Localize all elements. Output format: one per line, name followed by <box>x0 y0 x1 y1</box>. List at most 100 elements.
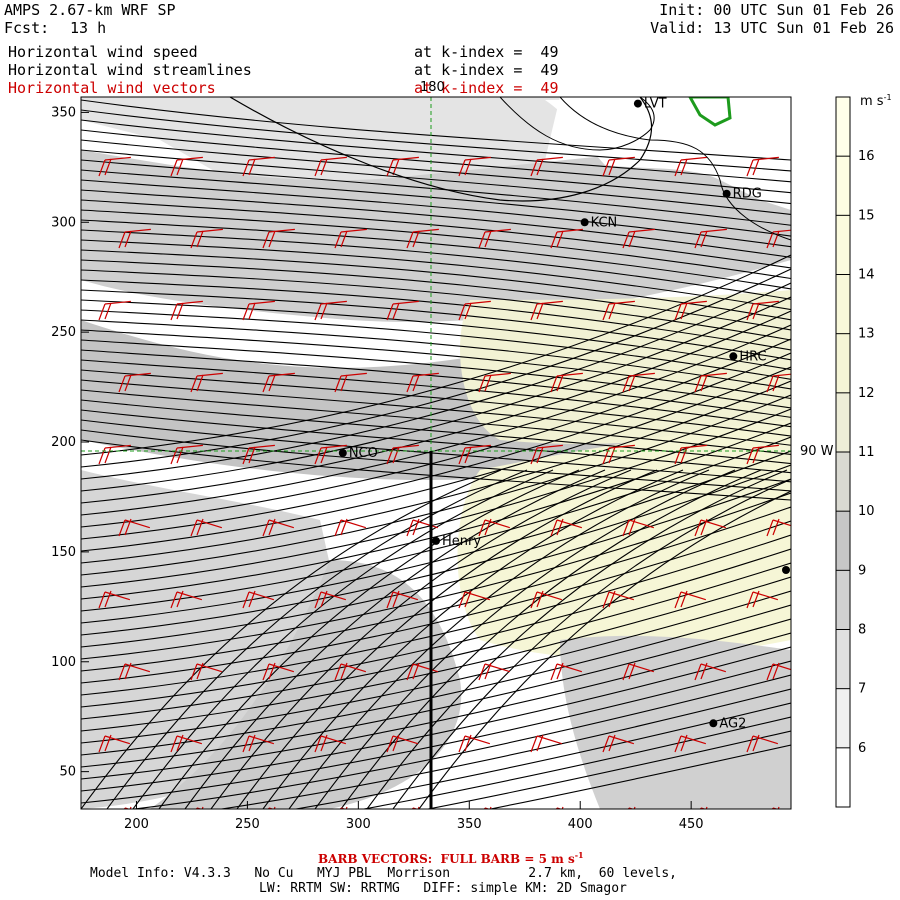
colorbar-label: 15 <box>858 208 875 223</box>
barb-flag <box>242 303 250 321</box>
barb-flag <box>104 590 112 608</box>
barb-flag <box>746 159 754 177</box>
barb-shaft <box>700 228 727 233</box>
streamline <box>81 349 791 418</box>
barb-flag <box>700 662 708 680</box>
barb-flag <box>622 519 630 537</box>
x-axis-ticks: 200 250 300 350 400 450 <box>124 801 704 832</box>
barb-flag <box>170 735 178 753</box>
barb-flag <box>771 807 774 809</box>
layer-level-speed: at k-index = 49 <box>414 43 559 61</box>
x-tick-label: 300 <box>346 817 371 832</box>
barb-flag <box>118 519 126 537</box>
streamline <box>81 329 791 400</box>
barb-shaft <box>104 735 131 745</box>
parallel-label: 90 W <box>800 444 834 459</box>
streamline <box>366 469 788 809</box>
streamline <box>81 646 791 792</box>
barb-flag <box>320 446 328 464</box>
streamline <box>288 469 710 809</box>
barb-flag <box>190 375 198 393</box>
station-label: NCO <box>349 446 378 461</box>
barb-flag <box>556 518 564 536</box>
barb-flag <box>536 302 544 320</box>
barb-flag <box>340 662 348 680</box>
barb-flag <box>314 735 322 753</box>
barb-shaft <box>124 372 151 377</box>
y-tick-label: 250 <box>51 325 76 340</box>
barb-flag <box>334 231 342 249</box>
barb-flag <box>314 159 322 177</box>
streamline <box>81 189 791 258</box>
streamline <box>81 352 791 540</box>
colorbar-label: 14 <box>858 268 875 283</box>
valid-time: Valid: 13 UTC Sun 01 Feb 26 <box>650 19 894 37</box>
barb-flag <box>248 302 256 320</box>
streamline <box>81 129 791 194</box>
barb-shaft <box>700 519 727 529</box>
streamline <box>418 490 791 809</box>
barb-shaft <box>628 228 655 233</box>
barb-shaft <box>320 591 347 601</box>
layer-level-streamlines: at k-index = 49 <box>414 61 559 79</box>
x-tick-label: 400 <box>568 817 593 832</box>
barb-flag <box>680 590 688 608</box>
barb-flag <box>406 231 414 249</box>
barb-flag <box>478 375 486 393</box>
barb-shaft <box>392 300 419 305</box>
streamline <box>81 282 791 480</box>
barb-shaft <box>268 519 295 529</box>
barb-flag <box>190 663 198 681</box>
barb-flag <box>176 734 184 752</box>
barb-flag <box>752 158 760 176</box>
streamline <box>218 688 791 809</box>
barb-flag <box>484 518 492 536</box>
barb-shaft <box>176 735 203 745</box>
barb-shaft <box>772 519 791 527</box>
streamline <box>81 492 791 660</box>
barb-flag <box>411 807 414 809</box>
barb-shaft <box>484 519 511 529</box>
barb-shaft <box>752 444 779 449</box>
barb-flag <box>104 158 112 176</box>
barb-flag <box>262 519 270 537</box>
colorbar-band <box>836 511 850 571</box>
barb-shaft <box>752 300 779 305</box>
barb-flag <box>392 446 400 464</box>
barb-shaft <box>412 663 439 673</box>
barb-shaft <box>464 735 491 745</box>
streamline <box>81 369 791 437</box>
barb-flag <box>536 158 544 176</box>
barb-flag <box>772 662 780 680</box>
barb-shaft <box>392 156 419 161</box>
barb-flag <box>680 446 688 464</box>
streamline <box>81 119 791 183</box>
barb-shaft <box>556 519 583 529</box>
streamline <box>158 469 580 809</box>
barb-flag <box>406 663 414 681</box>
barb-shaft <box>752 156 779 161</box>
streamline <box>81 249 791 321</box>
barb-flag <box>772 518 780 536</box>
model-info: Model Info: V4.3.3 No Cu MYJ PBL Morriso… <box>90 866 677 881</box>
streamline <box>425 730 791 809</box>
colorbar-label: 8 <box>858 623 866 638</box>
barb-flag <box>484 374 492 392</box>
barb-flag <box>262 375 270 393</box>
barb-shaft <box>124 519 151 529</box>
barb-shaft <box>464 591 491 601</box>
barb-flag <box>550 375 558 393</box>
streamline <box>81 576 791 732</box>
colorbar-unit: m s-1 <box>860 93 892 109</box>
barb-flag <box>320 158 328 176</box>
streamline <box>81 450 791 624</box>
station-label: HRC <box>739 349 766 364</box>
colorbar-band <box>836 452 850 512</box>
barb-flag <box>484 230 492 248</box>
barb-flag <box>766 519 774 537</box>
station-label: LVT <box>644 97 667 112</box>
barb-flag <box>530 303 538 321</box>
y-tick-label: 300 <box>51 215 76 230</box>
barb-flag <box>118 231 126 249</box>
barb-flag <box>556 662 564 680</box>
